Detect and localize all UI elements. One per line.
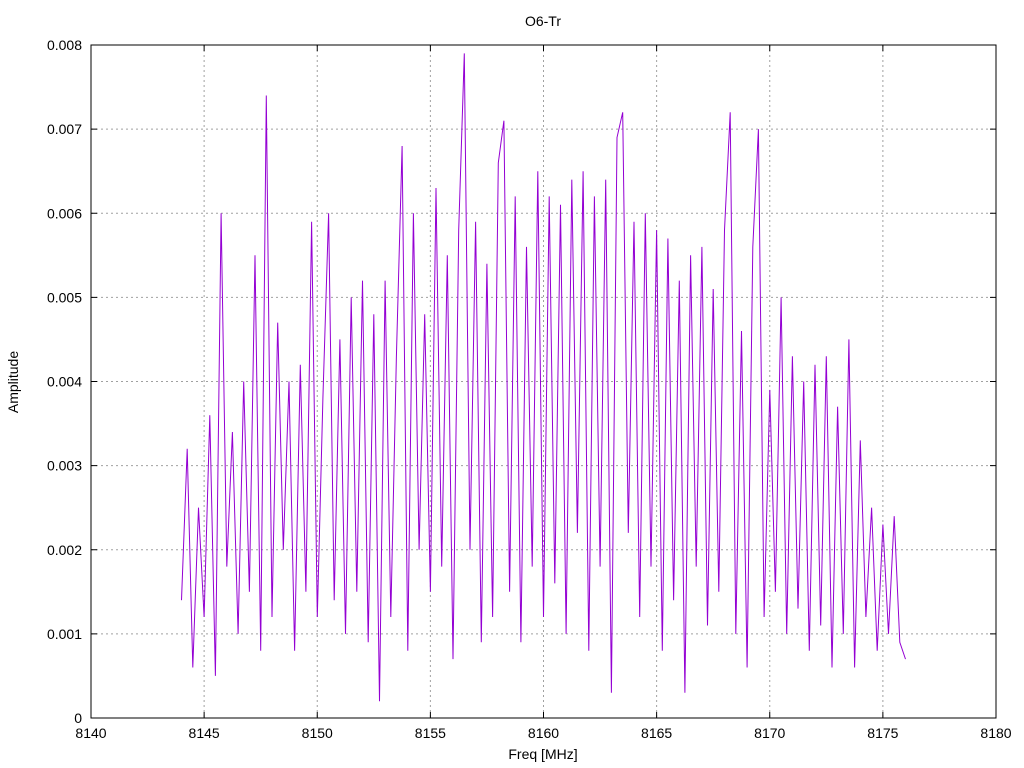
y-tick-label: 0.003 bbox=[47, 458, 82, 474]
y-tick-label: 0.002 bbox=[47, 542, 82, 558]
x-axis-label: Freq [MHz] bbox=[508, 746, 577, 762]
y-tick-label: 0.008 bbox=[47, 37, 82, 53]
x-tick-label: 8170 bbox=[754, 725, 785, 741]
chart-title: O6-Tr bbox=[525, 13, 561, 29]
series-line-o6-tr bbox=[181, 53, 906, 702]
y-tick-label: 0 bbox=[74, 710, 82, 726]
y-axis-label: Amplitude bbox=[5, 351, 21, 413]
x-tick-label: 8145 bbox=[189, 725, 220, 741]
x-tick-label: 8150 bbox=[302, 725, 333, 741]
x-tick-label: 8175 bbox=[867, 725, 898, 741]
x-tick-label: 8155 bbox=[415, 725, 446, 741]
y-tick-label: 0.005 bbox=[47, 289, 82, 305]
x-tick-label: 8140 bbox=[75, 725, 106, 741]
x-tick-label: 8165 bbox=[641, 725, 672, 741]
y-tick-label: 0.001 bbox=[47, 626, 82, 642]
y-tick-label: 0.006 bbox=[47, 205, 82, 221]
x-tick-label: 8180 bbox=[980, 725, 1011, 741]
plot-border bbox=[90, 44, 997, 719]
y-axis-ticks: 0 0.001 0.002 0.003 0.004 0.005 0.006 0.007 0.00… bbox=[47, 37, 82, 726]
x-axis-ticks: 8140 8145 8150 8155 8160 8165 8170 8175 8180 bbox=[75, 725, 1011, 741]
y-tick-label: 0.004 bbox=[47, 374, 82, 390]
y-tick-label: 0.007 bbox=[47, 121, 82, 137]
x-tick-label: 8160 bbox=[528, 725, 559, 741]
grid bbox=[90, 44, 997, 719]
